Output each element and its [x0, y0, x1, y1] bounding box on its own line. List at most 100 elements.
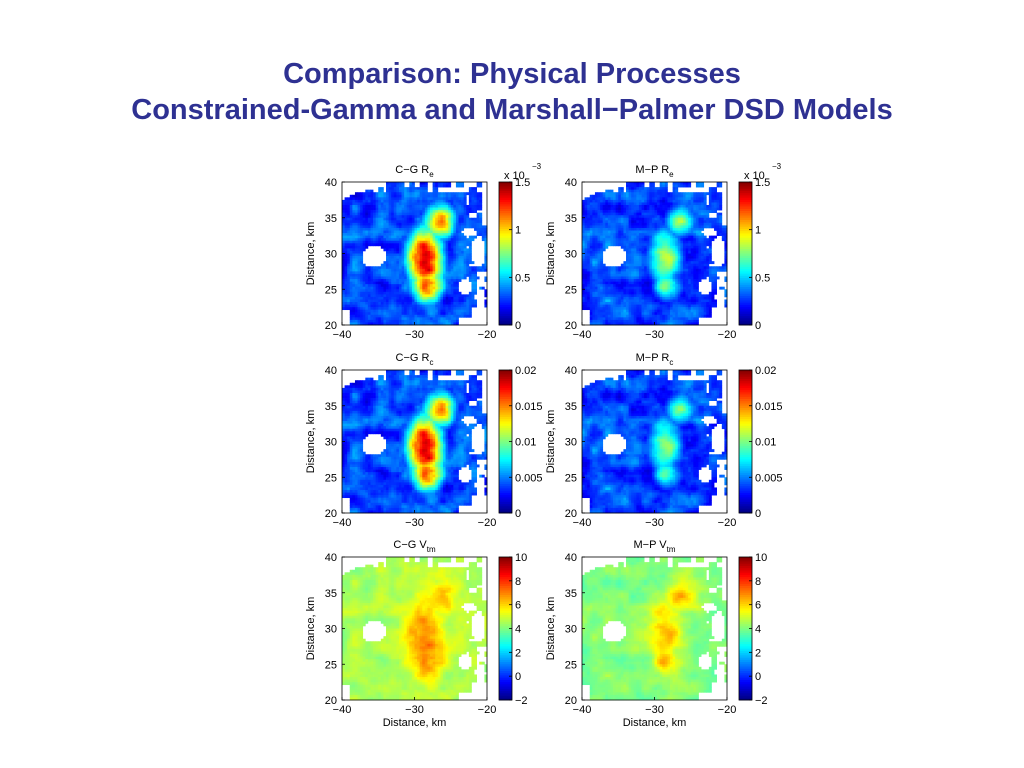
heatmap-cell — [474, 204, 477, 208]
heatmap-cell — [657, 197, 661, 201]
heatmap-cell — [471, 192, 475, 196]
heatmap-cell — [468, 248, 472, 252]
heatmap-cell — [430, 222, 433, 226]
heatmap-cell — [618, 268, 622, 272]
heatmap-cell — [615, 279, 619, 282]
heatmap-cell — [430, 294, 433, 298]
heatmap-cell — [471, 299, 475, 303]
heatmap-cell — [587, 258, 591, 262]
heatmap-cell — [633, 235, 637, 239]
heatmap-cell — [401, 194, 405, 198]
heatmap-cell — [342, 215, 345, 219]
heatmap-cell — [435, 291, 439, 295]
colorbar-tick-label: 1.5 — [515, 177, 530, 189]
heatmap-cell — [401, 217, 405, 221]
heatmap-cell — [406, 230, 410, 234]
heatmap-cell — [419, 312, 423, 316]
heatmap-cell — [349, 317, 353, 321]
heatmap-cell — [437, 263, 441, 267]
heatmap-cell — [427, 243, 431, 247]
heatmap-cell — [380, 304, 384, 308]
heatmap-cell — [644, 248, 648, 252]
heatmap-cell — [688, 222, 692, 226]
heatmap-cell — [638, 238, 642, 242]
heatmap-cell — [383, 222, 387, 226]
heatmap-cell — [450, 309, 454, 313]
heatmap-cell — [455, 204, 459, 208]
heatmap-cell — [657, 276, 661, 280]
x-tick-label: −20 — [478, 329, 497, 341]
heatmap-cell — [471, 268, 475, 272]
heatmap-cell — [584, 256, 588, 259]
heatmap-cell — [688, 235, 692, 239]
heatmap-cell — [448, 314, 452, 318]
heatmap-cell — [662, 189, 666, 193]
heatmap-cell — [646, 263, 650, 267]
heatmap-cell — [644, 202, 648, 206]
colorbar-frame — [498, 181, 513, 326]
heatmap-cell — [675, 289, 679, 293]
heatmap-cell — [657, 238, 661, 242]
heatmap-cell — [670, 289, 673, 293]
heatmap-cell — [453, 314, 457, 318]
heatmap-cell — [386, 317, 389, 321]
heatmap-cell — [471, 281, 475, 285]
heatmap-cell — [685, 314, 689, 318]
heatmap-cell — [463, 261, 467, 265]
heatmap-cell — [623, 210, 627, 213]
heatmap-cell — [461, 240, 465, 244]
heatmap-cell — [458, 192, 462, 196]
heatmap-cell — [607, 312, 611, 316]
heatmap-cell — [461, 253, 465, 257]
heatmap-cell — [474, 271, 477, 275]
heatmap-cell — [468, 245, 472, 249]
heatmap-cell — [370, 296, 374, 300]
heatmap-cell — [602, 299, 606, 303]
heatmap-cell — [458, 202, 462, 206]
heatmap-cell — [682, 225, 686, 229]
heatmap-cell — [675, 187, 679, 191]
heatmap-cell — [417, 307, 421, 311]
heatmap-cell — [597, 266, 601, 270]
heatmap-cell — [605, 220, 609, 224]
heatmap-cell — [344, 215, 348, 219]
heatmap-cell — [367, 210, 371, 213]
heatmap-cell — [672, 294, 676, 298]
heatmap-cell — [424, 314, 428, 318]
heatmap-cell — [484, 276, 488, 280]
heatmap-cell — [610, 220, 614, 224]
heatmap-cell — [466, 248, 470, 252]
heatmap-cell — [638, 250, 642, 254]
heatmap-cell — [417, 317, 421, 321]
heatmap-cell — [430, 204, 433, 208]
heatmap-cell — [430, 230, 433, 234]
heatmap-cell — [628, 204, 632, 208]
heatmap-cell — [641, 184, 645, 188]
heatmap-cell — [628, 294, 632, 298]
heatmap-cell — [396, 302, 400, 305]
heatmap-cell — [422, 199, 426, 203]
heatmap-cell — [626, 253, 629, 257]
heatmap-cell — [422, 312, 426, 316]
heatmap-cell — [388, 204, 392, 208]
heatmap-cell — [404, 312, 408, 316]
heatmap-cell — [432, 222, 436, 226]
heatmap-cell — [427, 319, 431, 323]
heatmap-cell — [664, 182, 668, 185]
heatmap-cell — [636, 182, 640, 185]
heatmap-cell — [594, 312, 598, 316]
heatmap-cell — [411, 204, 415, 208]
heatmap-cell — [386, 187, 389, 191]
heatmap-cell — [584, 250, 588, 254]
heatmap-cell — [620, 291, 624, 295]
heatmap-cell — [651, 225, 655, 229]
heatmap-cell — [354, 212, 358, 216]
heatmap-cell — [365, 271, 369, 275]
heatmap-cell — [445, 263, 449, 267]
heatmap-cell — [600, 261, 604, 265]
heatmap-cell — [607, 233, 611, 236]
heatmap-cell — [354, 230, 358, 234]
heatmap-cell — [646, 273, 650, 277]
heatmap-cell — [670, 279, 673, 282]
heatmap-cell — [636, 189, 640, 193]
